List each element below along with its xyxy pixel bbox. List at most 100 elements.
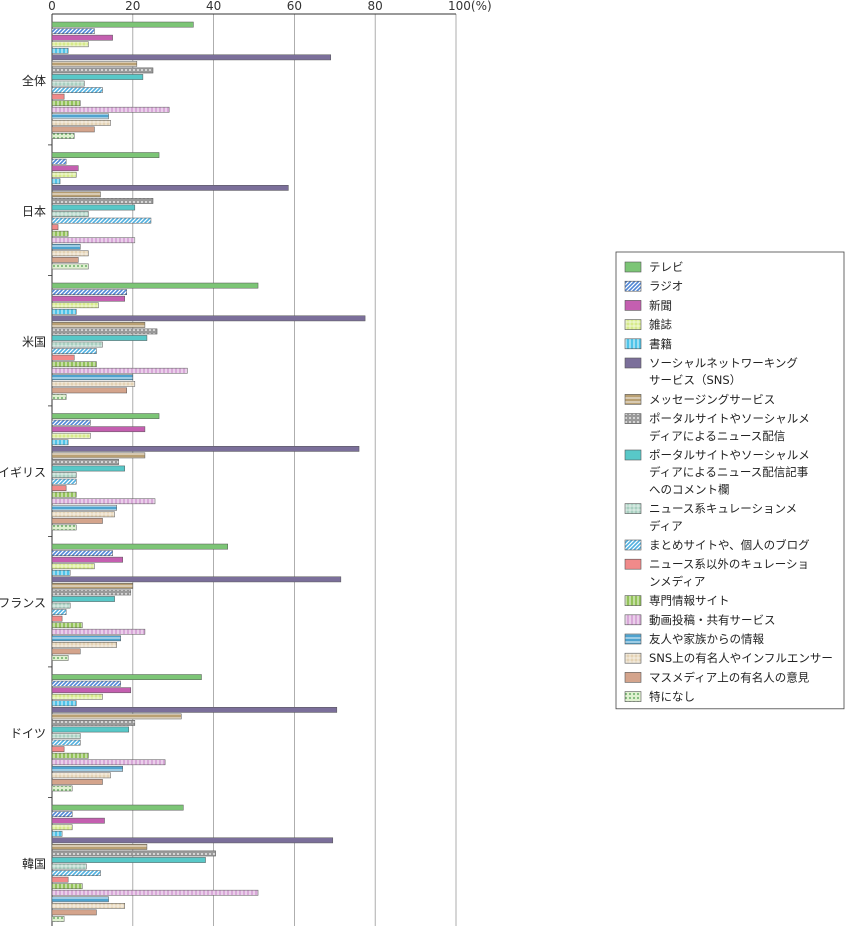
- bar-1-10: [51, 217, 152, 224]
- bar-1-11: [51, 224, 59, 231]
- bar-5-12: [51, 752, 89, 759]
- bars: [51, 21, 366, 922]
- bar-0-10: [51, 87, 103, 93]
- category-label: 米国: [22, 335, 46, 349]
- bar-3-9: [51, 472, 77, 478]
- bar-1-4: [51, 178, 61, 185]
- bar-2-13: [51, 367, 188, 374]
- bar-6-6: [51, 844, 148, 850]
- legend-label: ンメディア: [649, 574, 705, 588]
- legend-swatch-16: [624, 672, 642, 683]
- category-label: フランス: [0, 596, 46, 610]
- bar-6-12: [51, 883, 83, 890]
- bar-5-15: [51, 772, 111, 779]
- legend-swatch-6: [624, 394, 642, 405]
- legend-swatch-13: [624, 614, 642, 626]
- bar-2-10: [51, 348, 97, 354]
- bar-4-8: [51, 596, 115, 602]
- category-label: 日本: [22, 204, 46, 218]
- bar-0-7: [51, 67, 154, 74]
- bar-3-17: [51, 524, 77, 531]
- bar-5-11: [51, 746, 65, 752]
- bar-0-11: [51, 93, 65, 100]
- bar-1-6: [51, 191, 101, 198]
- bar-1-3: [51, 171, 77, 178]
- legend-label: ラジオ: [649, 279, 683, 293]
- bar-3-10: [51, 478, 77, 485]
- bar-4-3: [51, 563, 95, 570]
- legend-swatch-15: [624, 652, 642, 664]
- legend-label: ディアによるニュース配信記事: [649, 465, 808, 479]
- bar-3-13: [51, 498, 156, 505]
- legend-label: サービス（SNS）: [649, 373, 741, 387]
- bar-4-12: [51, 622, 83, 629]
- bar-0-8: [51, 74, 144, 80]
- x-tick-label: 60: [287, 0, 302, 13]
- bar-5-2: [51, 687, 132, 694]
- bar-1-12: [51, 230, 69, 237]
- bar-4-14: [51, 635, 121, 642]
- legend-swatch-1: [624, 280, 642, 292]
- bar-0-2: [51, 34, 113, 41]
- bar-3-4: [51, 439, 69, 446]
- legend-swatch-10: [624, 539, 642, 551]
- bar-3-5: [51, 446, 360, 452]
- bar-0-1: [51, 28, 95, 34]
- bar-6-15: [51, 903, 125, 909]
- bar-1-1: [51, 158, 67, 165]
- legend-label: 専門情報サイト: [649, 594, 730, 608]
- legend-label: 動画投稿・共有サービス: [649, 613, 776, 627]
- bar-5-1: [51, 680, 121, 687]
- bar-group-2: [51, 282, 366, 400]
- bar-5-6: [51, 713, 182, 720]
- category-label: 全体: [22, 73, 46, 88]
- bar-6-10: [51, 870, 101, 876]
- legend-label: ソーシャルネットワーキング: [649, 356, 798, 370]
- bar-2-15: [51, 381, 136, 387]
- bar-2-4: [51, 308, 77, 315]
- bar-4-9: [51, 602, 71, 609]
- bar-5-0: [51, 674, 202, 680]
- bar-3-2: [51, 426, 146, 433]
- legend-label: ディア: [649, 519, 683, 533]
- bar-6-14: [51, 896, 109, 903]
- bar-5-7: [51, 720, 136, 726]
- bar-6-8: [51, 857, 206, 863]
- legend-label: 新聞: [649, 298, 672, 312]
- x-tick-label: 20: [125, 0, 140, 13]
- bar-4-17: [51, 655, 69, 661]
- bar-2-2: [51, 295, 125, 302]
- legend-label: まとめサイトや、個人のブログ: [649, 538, 810, 552]
- bar-2-9: [51, 341, 103, 348]
- bar-3-15: [51, 511, 115, 518]
- bar-2-12: [51, 361, 97, 368]
- legend-swatch-11: [624, 558, 642, 570]
- bar-2-6: [51, 322, 146, 328]
- bar-2-8: [51, 335, 148, 341]
- bar-6-4: [51, 830, 63, 837]
- category-label: 韓国: [22, 857, 46, 871]
- bar-4-11: [51, 615, 63, 622]
- bar-2-1: [51, 289, 127, 295]
- bar-1-16: [51, 257, 79, 263]
- legend-swatch-2: [624, 300, 642, 311]
- legend-swatch-5: [624, 357, 642, 369]
- bar-6-17: [51, 916, 65, 922]
- legend-box: [615, 251, 845, 710]
- x-tick-label: 80: [368, 0, 383, 13]
- bar-1-2: [51, 165, 79, 172]
- bar-1-14: [51, 243, 81, 250]
- bar-2-7: [51, 328, 158, 335]
- bar-0-13: [51, 106, 170, 113]
- bar-2-11: [51, 354, 75, 361]
- bar-6-1: [51, 811, 73, 817]
- bar-0-6: [51, 61, 138, 67]
- bar-3-3: [51, 432, 91, 439]
- legend-swatch-7: [624, 413, 642, 424]
- bar-3-14: [51, 504, 117, 511]
- bar-4-16: [51, 648, 81, 655]
- bar-group-0: [51, 21, 332, 139]
- bar-2-14: [51, 374, 134, 381]
- bar-5-10: [51, 739, 81, 746]
